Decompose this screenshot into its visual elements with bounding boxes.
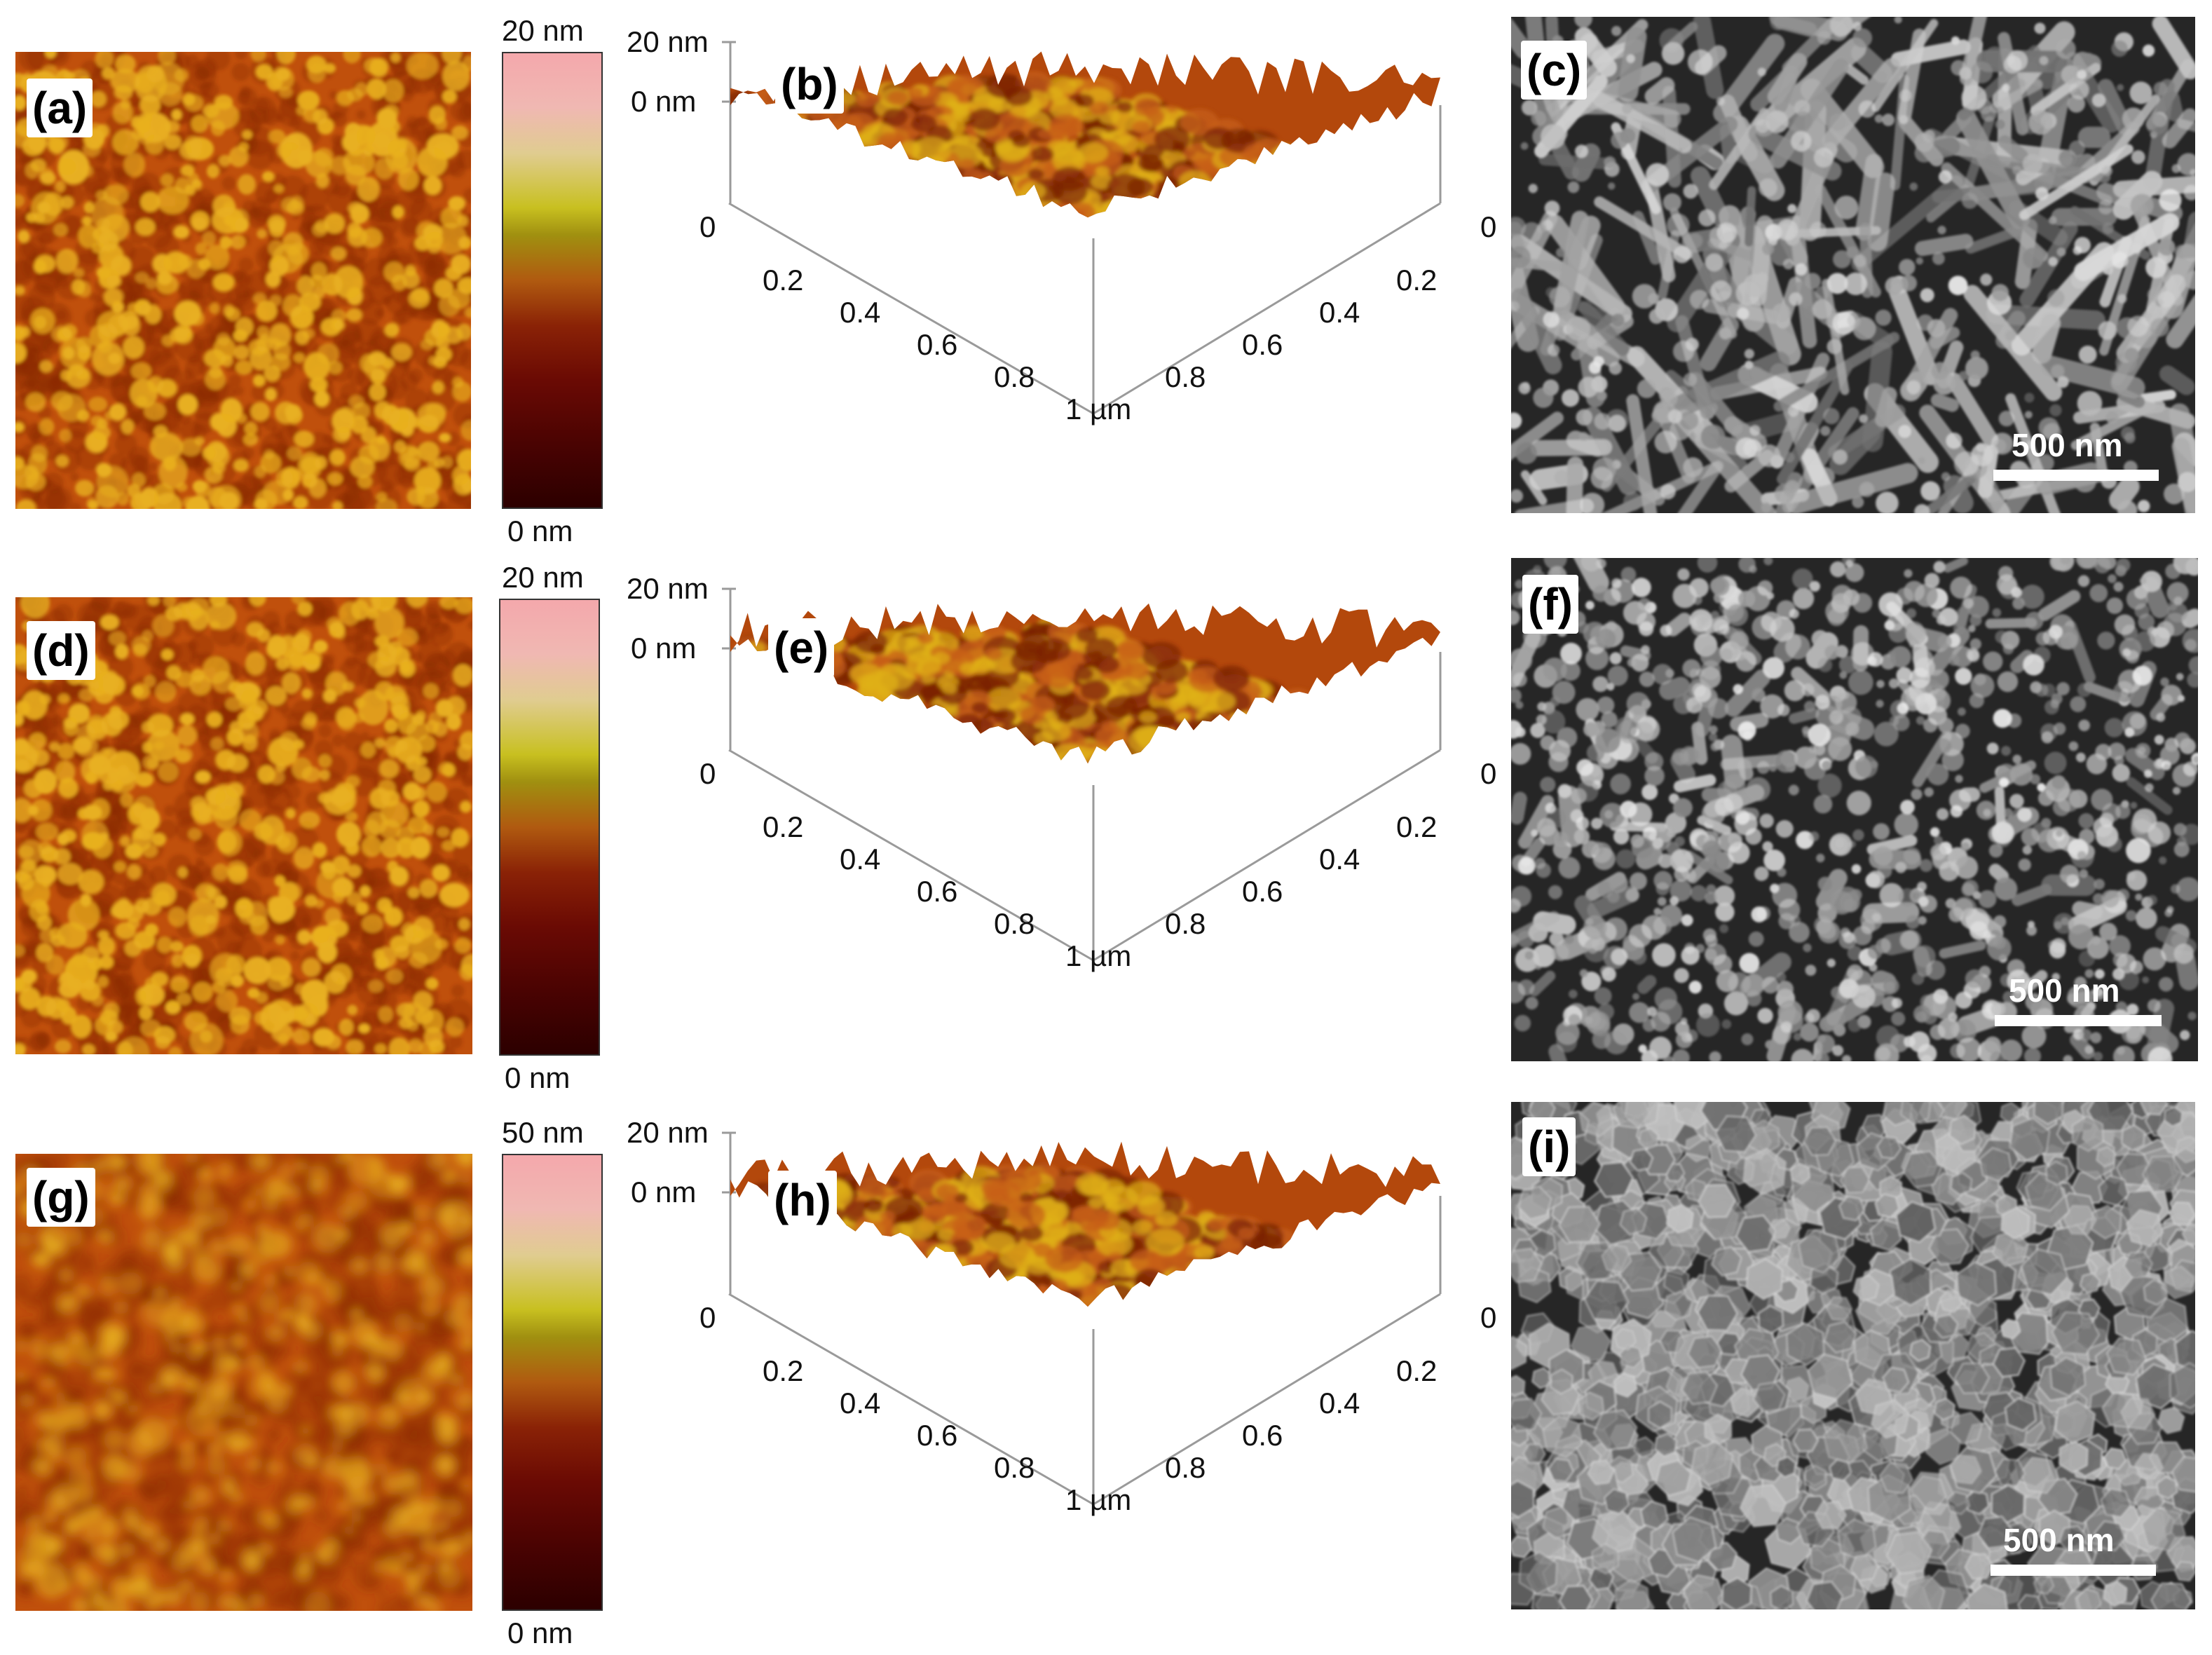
- x-axis-tick-label: 0.8: [994, 907, 1035, 941]
- panel-label-h: (h): [768, 1171, 837, 1230]
- z-axis-top-label: 20 nm: [627, 1116, 709, 1150]
- x-axis-tick-label: 1 µm: [1065, 1483, 1131, 1517]
- afm-3d-plot-e: 20 nm 0 nm 0 0.2 0.4 0.6 0.8 1 µm 0 0.2 0.4 0.6 0.8: [617, 547, 1500, 1108]
- x-axis-tick-label: 0.4: [840, 843, 880, 876]
- x-axis-tick-label: 0.6: [917, 1419, 957, 1452]
- y-axis-tick-label: 0: [1480, 210, 1496, 244]
- z-axis-zero-label: 0 nm: [631, 85, 696, 118]
- x-axis-tick-label: 1 µm: [1065, 393, 1131, 426]
- y-axis-tick-label: 0.6: [1242, 328, 1283, 362]
- panel-label-a: (a): [27, 79, 93, 137]
- panel-label-e: (e): [768, 618, 834, 677]
- z-axis-zero-label: 0 nm: [631, 1176, 696, 1209]
- colorbar-top-label-g: 50 nm: [502, 1116, 584, 1150]
- y-axis-tick-label: 0.2: [1396, 1354, 1437, 1388]
- x-axis-tick-label: 0: [699, 757, 716, 791]
- scale-bar-label-c: 500 nm: [2012, 426, 2123, 464]
- z-axis-zero-label: 0 nm: [631, 632, 696, 665]
- surface-3d-svg: [617, 0, 1500, 554]
- panel-label-g: (g): [27, 1168, 95, 1227]
- y-axis-tick-label: 0.4: [1319, 843, 1360, 876]
- x-axis-tick-label: 0: [699, 1301, 716, 1335]
- afm-3d-plot-h: 20 nm 0 nm 0 0.2 0.4 0.6 0.8 1 µm 0 0.2 0.4 0.6 0.8: [617, 1091, 1500, 1651]
- y-axis-tick-label: 0: [1480, 1301, 1496, 1335]
- x-axis-tick-label: 0.2: [763, 810, 803, 844]
- scale-bar-label-f: 500 nm: [2009, 972, 2120, 1009]
- y-axis-tick-label: 0.6: [1242, 1419, 1283, 1452]
- y-axis-tick-label: 0.6: [1242, 875, 1283, 908]
- surface-3d-svg: [617, 547, 1500, 1108]
- y-axis-tick-label: 0.2: [1396, 810, 1437, 844]
- x-axis-tick-label: 0: [699, 210, 716, 244]
- colorbar-g: [502, 1154, 603, 1611]
- x-axis-tick-label: 0.8: [994, 360, 1035, 394]
- scale-bar-label-i: 500 nm: [2003, 1521, 2115, 1559]
- z-axis-top-label: 20 nm: [627, 25, 709, 59]
- y-axis-tick-label: 0.8: [1165, 907, 1206, 941]
- x-axis-tick-label: 0.4: [840, 1387, 880, 1420]
- panel-label-b: (b): [775, 55, 844, 114]
- x-axis-tick-label: 0.6: [917, 875, 957, 908]
- colorbar-bottom-label-a: 0 nm: [507, 515, 573, 548]
- colorbar-top-label-d: 20 nm: [502, 561, 584, 594]
- surface-3d-svg: [617, 1091, 1500, 1651]
- x-axis-tick-label: 1 µm: [1065, 939, 1131, 973]
- panel-label-f: (f): [1522, 575, 1578, 634]
- y-axis-tick-label: 0: [1480, 757, 1496, 791]
- z-axis-top-label: 20 nm: [627, 572, 709, 606]
- scale-bar-f: [1995, 1015, 2162, 1026]
- x-axis-tick-label: 0.4: [840, 296, 880, 329]
- x-axis-tick-label: 0.6: [917, 328, 957, 362]
- y-axis-tick-label: 0.4: [1319, 296, 1360, 329]
- colorbar-a: [502, 52, 603, 509]
- colorbar-bottom-label-d: 0 nm: [505, 1061, 570, 1095]
- y-axis-tick-label: 0.4: [1319, 1387, 1360, 1420]
- panel-label-d: (d): [27, 621, 95, 680]
- panel-label-i: (i): [1522, 1117, 1576, 1176]
- x-axis-tick-label: 0.2: [763, 264, 803, 297]
- x-axis-tick-label: 0.8: [994, 1451, 1035, 1485]
- panel-label-c: (c): [1521, 41, 1587, 100]
- y-axis-tick-label: 0.2: [1396, 264, 1437, 297]
- scale-bar-c: [1993, 470, 2159, 481]
- scale-bar-i: [1991, 1565, 2156, 1576]
- colorbar-d: [499, 599, 600, 1056]
- x-axis-tick-label: 0.2: [763, 1354, 803, 1388]
- y-axis-tick-label: 0.8: [1165, 360, 1206, 394]
- colorbar-top-label-a: 20 nm: [502, 14, 584, 48]
- afm-3d-plot-b: 20 nm 0 nm 0 0.2 0.4 0.6 0.8 1 µm 0 0.2 0.4 0.6 0.8: [617, 0, 1500, 554]
- y-axis-tick-label: 0.8: [1165, 1451, 1206, 1485]
- colorbar-bottom-label-g: 0 nm: [507, 1616, 573, 1650]
